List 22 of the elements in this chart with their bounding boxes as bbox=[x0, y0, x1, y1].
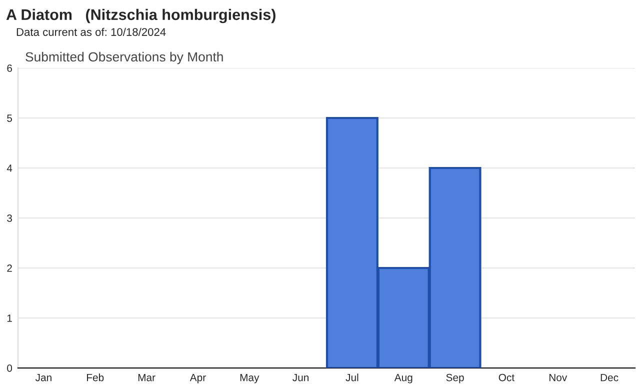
x-tick-label: Dec bbox=[600, 374, 618, 382]
x-tick-label: Jul bbox=[346, 374, 358, 382]
x-tick-label: Jan bbox=[35, 374, 52, 382]
x-tick-label: Apr bbox=[190, 374, 206, 384]
x-tick-label: May bbox=[240, 374, 260, 384]
x-tick-label: Aug bbox=[394, 374, 412, 384]
y-tick-label: 1 bbox=[7, 314, 12, 322]
y-tick-label: 2 bbox=[7, 264, 12, 272]
x-tick-label: Feb bbox=[87, 374, 104, 382]
y-tick-label: 5 bbox=[7, 114, 12, 122]
x-tick-label: Oct bbox=[498, 374, 514, 382]
x-tick-label: Nov bbox=[549, 374, 568, 382]
text: Submitted Observations by Month bbox=[26, 52, 223, 64]
x-tick-label: Sep bbox=[446, 374, 464, 384]
x-tick-label: Jun bbox=[292, 374, 309, 382]
y-tick-label: 0 bbox=[7, 364, 12, 372]
x-tick-label: Mar bbox=[138, 374, 156, 382]
chart-title: A Diatom (Nitzschia homburgiensis) bbox=[6, 8, 276, 24]
y-tick-label: 4 bbox=[6, 164, 12, 172]
chart-subtitle: Data current as of: 10/18/2024 bbox=[16, 28, 166, 36]
y-tick-label: 3 bbox=[7, 214, 12, 222]
y-tick-label: 6 bbox=[7, 64, 12, 72]
